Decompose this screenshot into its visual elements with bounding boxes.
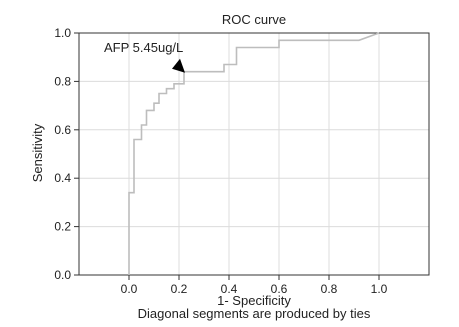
chart-title: ROC curve xyxy=(222,12,286,27)
annotation-label: AFP 5.45ug/L xyxy=(104,40,183,55)
grid-layer xyxy=(79,32,429,276)
y-tick-label: 0.0 xyxy=(54,268,71,282)
x-axis-title: 1- Specificity xyxy=(217,293,291,308)
annotation-layer: AFP 5.45ug/L xyxy=(104,40,185,73)
x-tick-label: 0.2 xyxy=(171,282,188,296)
y-tick-label: 0.2 xyxy=(54,220,71,234)
y-axis-ticks: 0.0 0.2 0.4 0.6 0.8 1.0 xyxy=(54,26,79,282)
roc-curve-line xyxy=(128,32,380,275)
x-tick-label: 0.8 xyxy=(321,282,338,296)
y-tick-label: 0.4 xyxy=(54,171,71,185)
annotation-marker xyxy=(172,58,185,73)
y-tick-label: 0.8 xyxy=(54,74,71,88)
y-tick-label: 0.6 xyxy=(54,123,71,137)
x-tick-label: 0.0 xyxy=(121,282,138,296)
x-tick-label: 1.0 xyxy=(371,282,388,296)
plot-frame xyxy=(78,32,430,276)
y-axis-title: Sensitivity xyxy=(30,123,45,182)
x-tick-label: 0.6 xyxy=(271,282,288,296)
series-layer xyxy=(128,32,380,275)
x-tick-label: 0.4 xyxy=(221,282,238,296)
y-tick-label: 1.0 xyxy=(54,26,71,40)
x-axis-ticks: 0.0 0.2 0.4 0.6 0.8 1.0 xyxy=(121,275,388,296)
footnote: Diagonal segments are produced by ties xyxy=(138,306,371,321)
